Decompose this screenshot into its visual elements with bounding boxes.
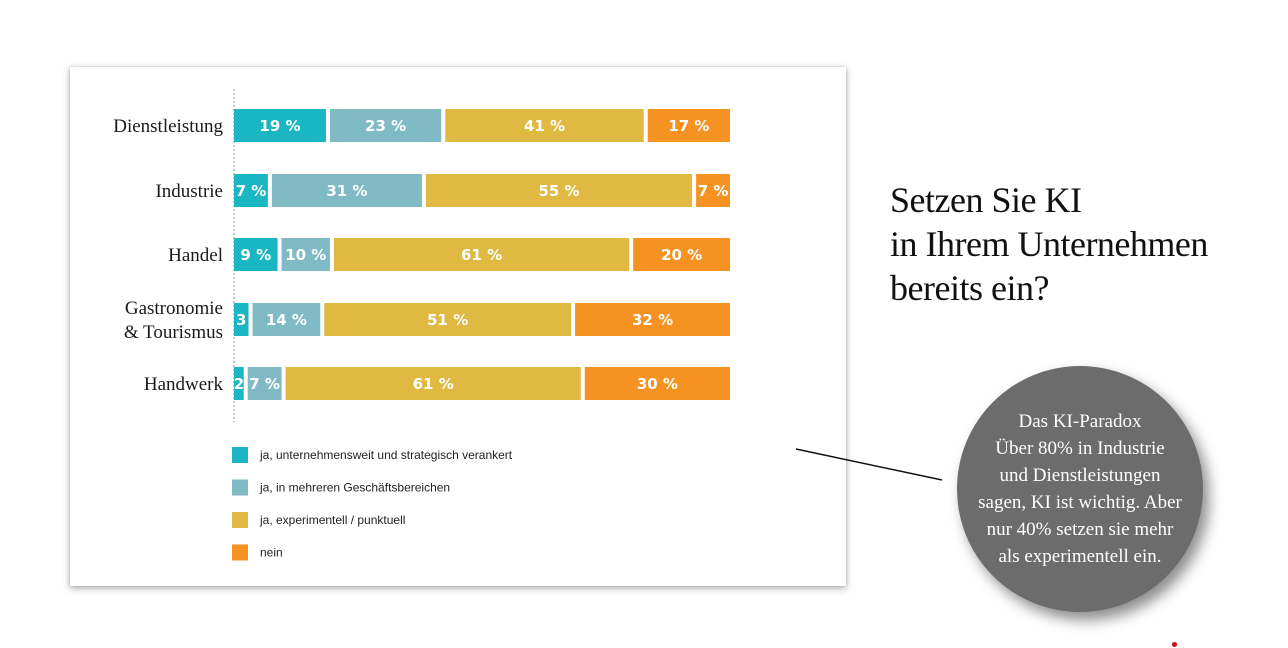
category-label: Handel <box>168 245 223 266</box>
chart-card: 19 % 23 % 41 % 17 % Dienstleistung 7 % 31 % 55 … <box>70 67 846 586</box>
bar-value-label: 3 <box>236 311 246 329</box>
callout-line-3: und Dienstleistungen <box>999 465 1161 486</box>
legend-label: nein <box>260 546 283 560</box>
legend-swatch <box>232 447 248 463</box>
bar-value-label: 30 % <box>637 375 678 393</box>
bar-segment <box>633 238 730 271</box>
bar-segment <box>271 174 422 207</box>
category-label: Gastronomie <box>125 298 223 319</box>
category-label: Dienstleistung <box>113 116 223 137</box>
legend-swatch <box>232 544 248 561</box>
bar-segment <box>234 367 244 400</box>
stacked-bar-chart: 19 % 23 % 41 % 17 % Dienstleistung 7 % 31 % 55 … <box>113 89 730 561</box>
bar-segment <box>234 109 326 142</box>
bar-value-label: 9 % <box>240 246 271 264</box>
headline-line-1: Setzen Sie KI <box>890 180 1082 220</box>
bar-segment <box>425 174 693 207</box>
bar-segment <box>252 303 321 336</box>
bar-segment <box>696 174 730 207</box>
bar-value-label: 41 % <box>524 117 565 135</box>
bar-segment <box>247 367 282 400</box>
bar-segment <box>445 109 644 142</box>
bar-segment <box>234 174 268 207</box>
callout-line-4: sagen, KI ist wichtig. Aber <box>978 492 1182 513</box>
category-label: Handwerk <box>144 374 224 395</box>
bar-segment <box>575 303 730 336</box>
legend-swatch <box>232 512 248 528</box>
callout-line-6: als experimentell ein. <box>998 546 1162 567</box>
bar-value-label: 17 % <box>668 117 709 135</box>
headline: Setzen Sie KI in Ihrem Unternehmen berei… <box>890 178 1270 310</box>
category-label: & Tourismus <box>124 322 223 343</box>
bar-segment <box>324 303 572 336</box>
bar-value-label: 31 % <box>326 182 367 200</box>
bar-segment <box>647 109 730 142</box>
legend-label: ja, unternehmensweit und strategisch ver… <box>259 448 513 462</box>
headline-line-3: bereits ein? <box>890 268 1049 308</box>
bar-segment <box>285 367 581 400</box>
bar-value-label: 61 % <box>461 246 502 264</box>
bar-value-label: 19 % <box>259 117 300 135</box>
decorative-dot <box>1172 642 1177 647</box>
bar-segment <box>234 238 278 271</box>
callout-line-5: nur 40% setzen sie mehr <box>986 519 1174 540</box>
bar-value-label: 7 % <box>698 182 729 200</box>
bar-value-label: 7 % <box>236 182 267 200</box>
bar-segment <box>234 303 249 336</box>
category-label: Industrie <box>155 181 223 202</box>
bar-value-label: 10 % <box>285 246 326 264</box>
headline-line-2: in Ihrem Unternehmen <box>890 224 1208 264</box>
bar-segment <box>329 109 442 142</box>
bar-segment <box>333 238 630 271</box>
bar-value-label: 32 % <box>632 311 673 329</box>
legend-label: ja, in mehreren Geschäftsbereichen <box>259 481 450 495</box>
bar-value-label: 14 % <box>266 311 307 329</box>
bar-value-label: 51 % <box>427 311 468 329</box>
legend-swatch <box>232 479 248 496</box>
bar-value-label: 2 <box>234 375 244 393</box>
bar-segment <box>281 238 330 271</box>
bar-value-label: 23 % <box>365 117 406 135</box>
callout-line-1: Das KI-Paradox <box>1018 411 1142 432</box>
bar-segment <box>584 367 730 400</box>
bar-value-label: 55 % <box>538 182 579 200</box>
bar-value-label: 7 % <box>249 375 280 393</box>
callout-bubble: Das KI-Paradox Über 80% in Industrie und… <box>957 366 1203 612</box>
callout-line-2: Über 80% in Industrie <box>995 438 1165 459</box>
bar-value-label: 20 % <box>661 246 702 264</box>
legend-label: ja, experimentell / punktuell <box>259 513 405 527</box>
bar-value-label: 61 % <box>413 375 454 393</box>
